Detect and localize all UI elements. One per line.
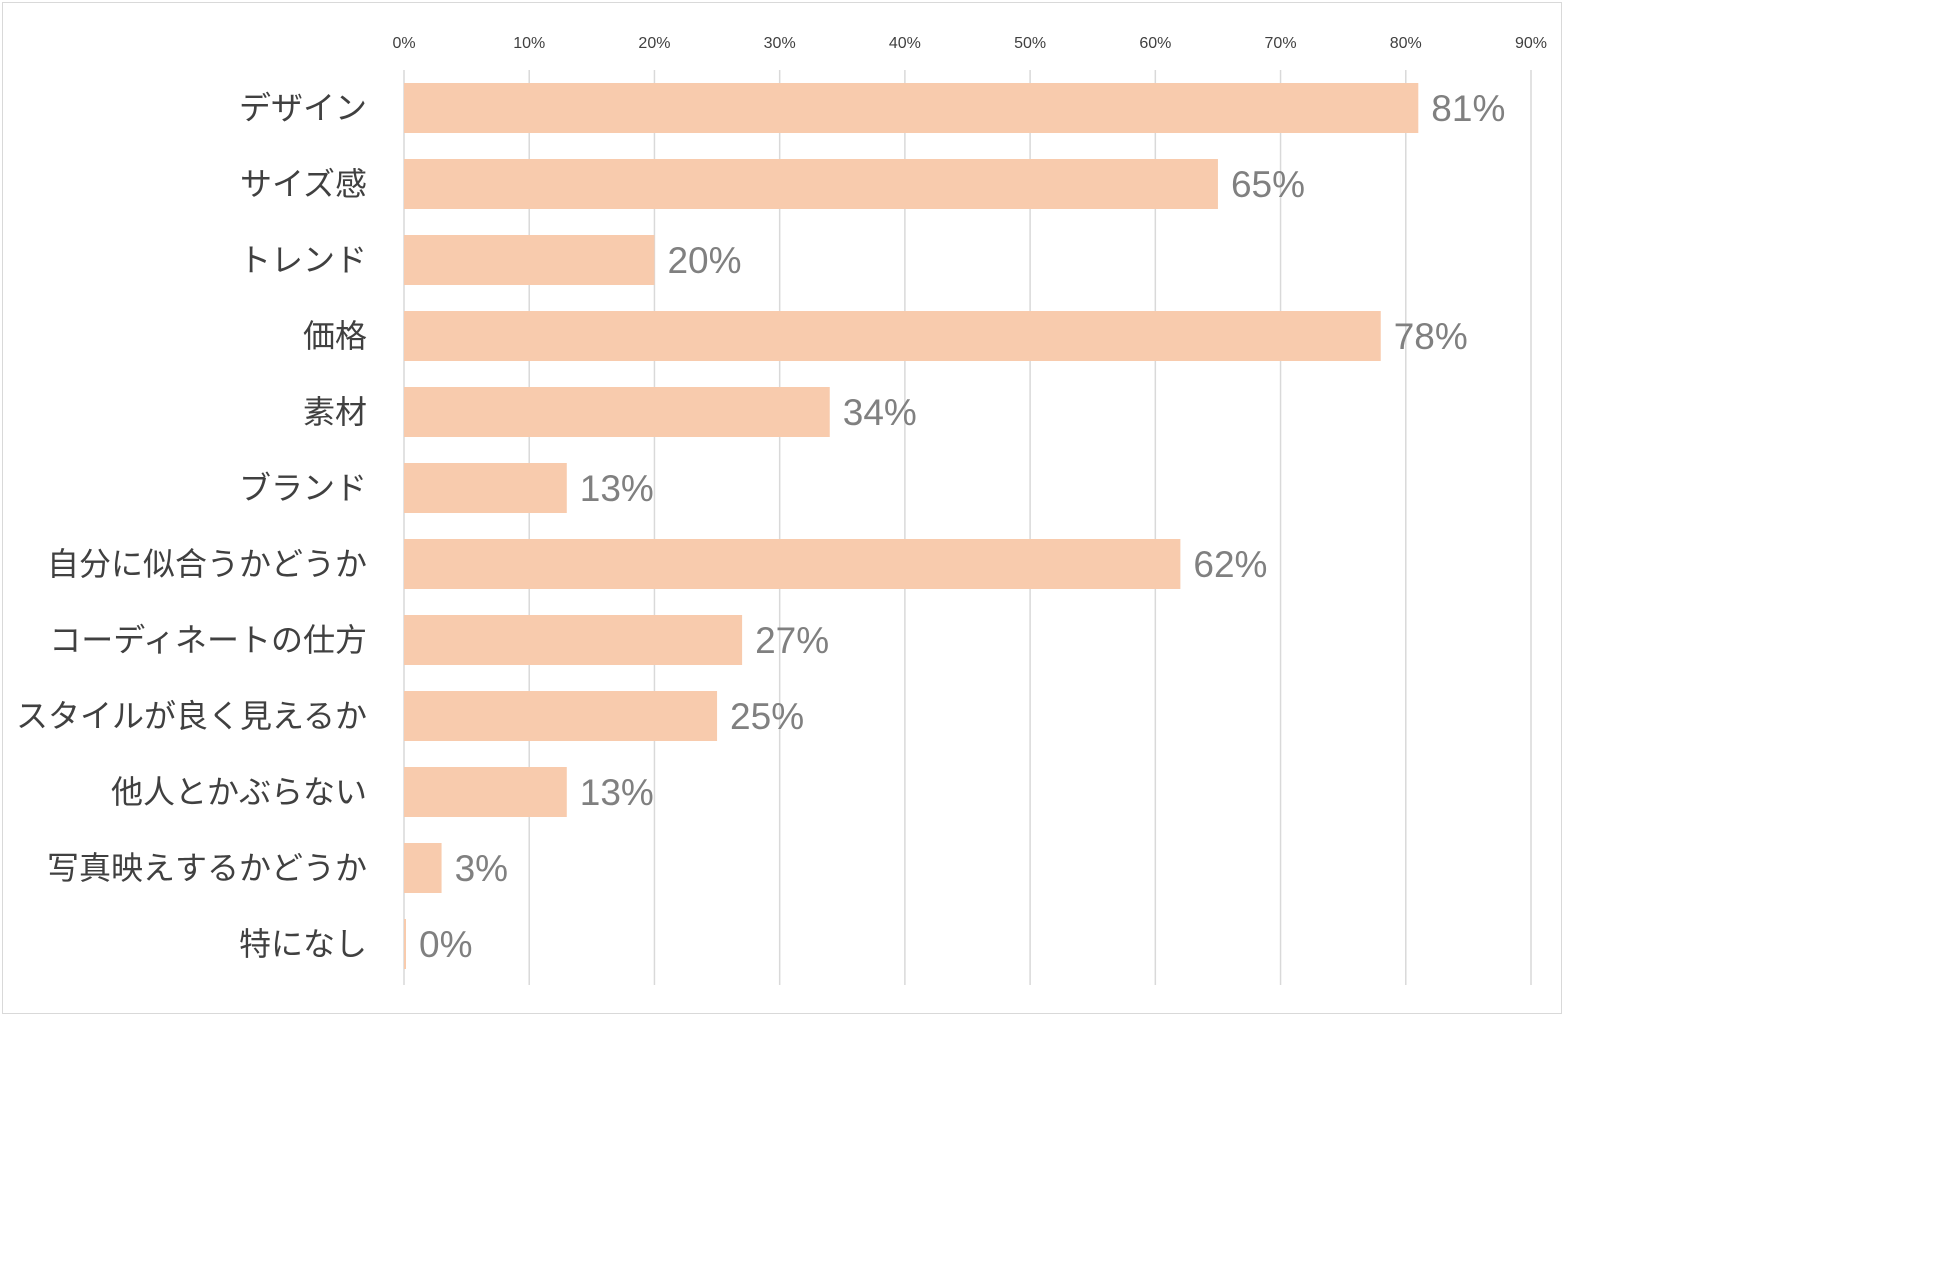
data-label: 13%	[580, 468, 654, 509]
bar	[404, 767, 567, 817]
x-tick-label: 90%	[1515, 35, 1547, 52]
bar	[404, 539, 1181, 589]
x-tick-label: 20%	[638, 35, 670, 52]
category-label: トレンド	[239, 242, 367, 278]
category-labels: デザインサイズ感トレンド価格素材ブランド自分に似合うかどうかコーディネートの仕方…	[16, 90, 367, 962]
category-label: 他人とかぶらない	[111, 774, 367, 810]
bar	[404, 919, 406, 969]
data-label: 62%	[1193, 544, 1267, 585]
bar	[404, 463, 567, 513]
x-tick-label: 50%	[1014, 35, 1046, 52]
x-tick-label: 70%	[1265, 35, 1297, 52]
category-label: サイズ感	[240, 166, 367, 202]
bar	[404, 615, 743, 665]
bar	[404, 83, 1419, 133]
category-label: スタイルが良く見えるか	[16, 698, 367, 734]
bar-chart: 0% 10% 20% 30% 40% 50% 60% 70% 80% 90% デザインサイズ感トレ…	[16, 35, 1547, 985]
x-tick-label: 30%	[764, 35, 796, 52]
x-tick-label: 40%	[889, 35, 921, 52]
bars	[404, 83, 1419, 969]
category-label: コーディネートの仕方	[49, 622, 367, 658]
bar	[404, 159, 1218, 209]
data-label: 3%	[455, 848, 508, 889]
data-label: 20%	[667, 240, 741, 281]
bar	[404, 843, 442, 893]
x-tick-label: 0%	[392, 35, 415, 52]
data-labels: 81% 65% 20% 78% 34% 13% 62% 27% 25% 13% 3% 0%	[419, 88, 1505, 965]
category-label: 素材	[303, 394, 367, 430]
data-label: 81%	[1431, 88, 1505, 129]
data-label: 25%	[730, 696, 804, 737]
category-label: ブランド	[239, 470, 367, 506]
category-label: 写真映えするかどうか	[47, 850, 367, 886]
data-label: 34%	[843, 392, 917, 433]
x-tick-label: 80%	[1390, 35, 1422, 52]
data-label: 13%	[580, 772, 654, 813]
bar	[404, 387, 830, 437]
category-label: 特になし	[239, 926, 367, 962]
data-label: 27%	[755, 620, 829, 661]
data-label: 65%	[1231, 164, 1305, 205]
bar	[404, 235, 655, 285]
data-label: 0%	[419, 924, 472, 965]
data-label: 78%	[1394, 316, 1468, 357]
gridlines	[403, 70, 1532, 985]
bar	[404, 311, 1381, 361]
x-tick-label: 60%	[1139, 35, 1171, 52]
category-label: 自分に似合うかどうか	[47, 546, 367, 582]
x-axis-tick-labels: 0% 10% 20% 30% 40% 50% 60% 70% 80% 90%	[392, 35, 1547, 52]
x-tick-label: 10%	[513, 35, 545, 52]
category-label: 価格	[303, 318, 367, 354]
bar	[404, 691, 718, 741]
category-label: デザイン	[239, 90, 367, 126]
